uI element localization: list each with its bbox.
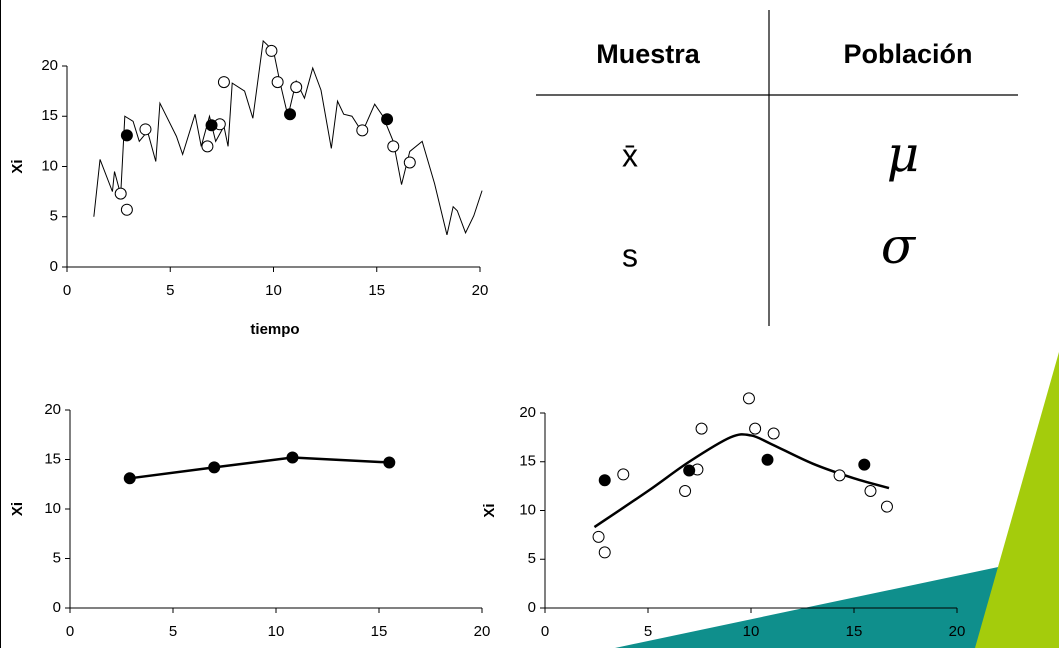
y-tick-label: 0 [50,258,58,275]
x-tick-label: 5 [644,623,652,640]
x-tick-label: 10 [265,282,282,299]
data-point [618,469,629,480]
table-cell: s [622,237,638,273]
data-point [881,501,892,512]
y-tick-label: 10 [41,157,58,174]
data-point [121,130,132,141]
data-point [115,188,126,199]
data-point [202,141,213,152]
data-point [209,462,220,473]
data-point [382,114,393,125]
data-point [762,454,773,465]
data-point [865,486,876,497]
y-tick-label: 20 [41,57,58,74]
data-point [404,157,415,168]
y-tick-label: 10 [519,501,536,518]
data-point [750,423,761,434]
y-tick-label: 20 [519,404,536,421]
x-tick-label: 20 [949,623,966,640]
y-tick-label: 10 [44,500,61,517]
x-tick-label: 20 [474,623,491,640]
x-tick-label: 0 [66,623,74,640]
y-tick-label: 20 [44,401,61,418]
data-point [599,547,610,558]
teal-decoration [615,566,1003,648]
data-point [266,45,277,56]
x-tick-label: 5 [169,623,177,640]
y-tick-label: 5 [528,550,536,567]
y-tick-label: 5 [53,549,61,566]
data-point [593,531,604,542]
comparison-table: Muestra Población x̄ μ s σ [536,10,1018,326]
data-point [859,459,870,470]
data-point [696,423,707,434]
chart: 0 5 10 15 20 0 5 10 15 20 Xi tiempo [9,41,488,338]
table-cell: x̄ [622,137,638,173]
x-tick-label: 0 [63,282,71,299]
data-point [287,452,298,463]
x-tick-label: 10 [743,623,760,640]
y-tick-label: 15 [41,107,58,124]
data-point [124,473,135,484]
y-axis-label: Xi [9,502,26,516]
data-point [599,475,610,486]
table-header: Muestra [596,39,701,69]
x-tick-label: 10 [268,623,285,640]
data-point [206,120,217,131]
y-tick-label: 5 [50,208,58,225]
table-cell: σ [881,217,917,275]
table-header: Población [843,39,972,69]
data-line [94,41,482,235]
data-point [140,124,151,135]
data-point [121,204,132,215]
y-tick-label: 0 [53,599,61,616]
chart: 0 5 10 15 20 0 5 10 15 20 Xi [9,401,490,640]
data-point [272,77,283,88]
data-point [834,470,845,481]
data-point [684,465,695,476]
x-tick-label: 5 [166,282,174,299]
data-point [743,393,754,404]
data-line [130,458,390,479]
data-point [768,428,779,439]
x-tick-label: 15 [846,623,863,640]
x-tick-label: 0 [541,623,549,640]
y-tick-label: 0 [528,599,536,616]
y-tick-label: 15 [44,450,61,467]
x-tick-label: 15 [368,282,385,299]
data-point [291,82,302,93]
y-tick-label: 15 [519,453,536,470]
y-axis-label: Xi [9,159,26,173]
x-tick-label: 15 [371,623,388,640]
data-point [680,486,691,497]
data-point [285,109,296,120]
data-point [218,77,229,88]
x-axis-label: tiempo [250,321,299,338]
slide: Muestra Población x̄ μ s σ 0 5 10 15 20 0 5 10 1… [0,0,1059,648]
data-point [388,141,399,152]
x-tick-label: 20 [472,282,489,299]
trend-curve [594,434,889,527]
table-cell: μ [887,125,920,183]
y-axis-label: Xi [481,503,498,517]
data-point [357,125,368,136]
data-point [384,457,395,468]
